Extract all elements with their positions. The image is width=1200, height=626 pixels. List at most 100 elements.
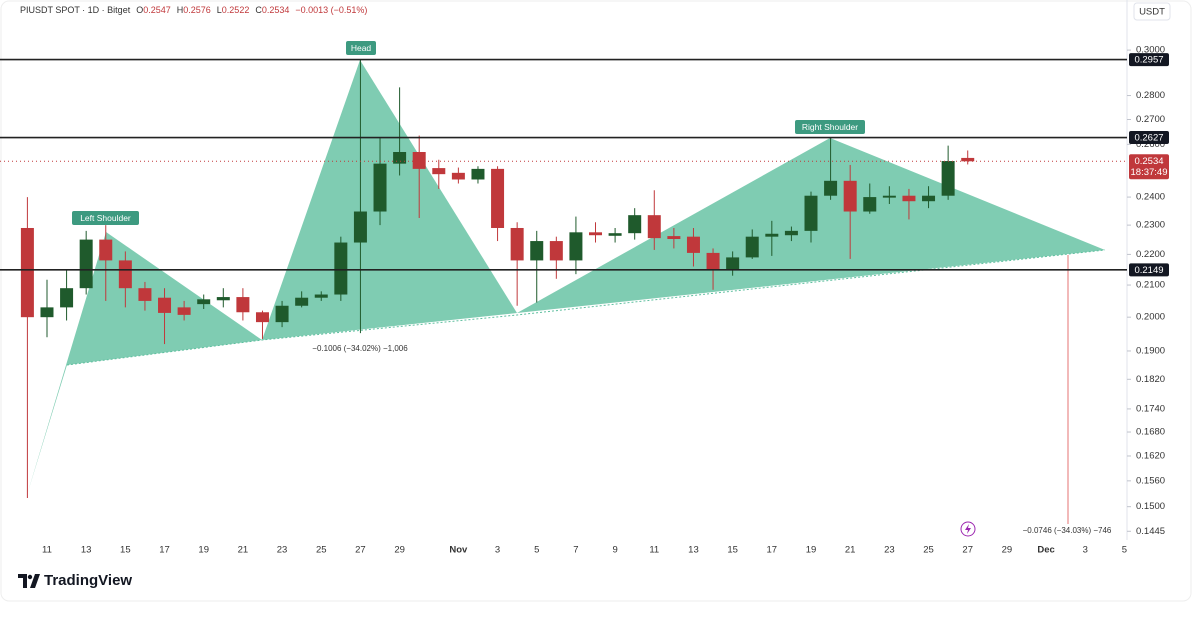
x-tick-label: 27 bbox=[962, 545, 973, 556]
label-box bbox=[72, 211, 139, 225]
candle-body bbox=[843, 180, 857, 212]
level-label: 0.2627 bbox=[1134, 133, 1163, 144]
y-tick-label: 0.1560 bbox=[1136, 475, 1165, 486]
level-label-box bbox=[1129, 53, 1169, 67]
ohlc: O0.2547 bbox=[136, 5, 171, 15]
candle-body bbox=[961, 157, 975, 162]
y-tick-label: 0.2000 bbox=[1136, 312, 1165, 323]
x-tick-label: 17 bbox=[767, 545, 778, 556]
candle-body bbox=[295, 297, 309, 306]
candle-body bbox=[510, 227, 524, 261]
ohlc-key: L bbox=[216, 5, 222, 15]
level-label-box bbox=[1129, 263, 1169, 277]
countdown: 18:37:49 bbox=[1131, 167, 1168, 178]
y-tick-label: 0.2400 bbox=[1136, 192, 1165, 203]
candle-body bbox=[138, 288, 152, 301]
candle-body bbox=[804, 195, 818, 231]
candle-body bbox=[667, 236, 681, 240]
candle-body bbox=[882, 195, 896, 198]
logo-dot bbox=[27, 574, 33, 579]
x-tick-label: 29 bbox=[394, 545, 405, 556]
y-tick-label: 0.2700 bbox=[1136, 114, 1165, 125]
candle-body bbox=[530, 241, 544, 261]
x-tick-label: 19 bbox=[198, 545, 209, 556]
last-price-label: 0.2534 bbox=[1134, 156, 1163, 167]
level-label-box bbox=[1129, 131, 1169, 145]
x-tick-label: 5 bbox=[534, 545, 539, 556]
candle-body bbox=[255, 312, 269, 323]
x-tick-label: 5 bbox=[1122, 545, 1127, 556]
candle-body bbox=[902, 195, 916, 202]
label-box bbox=[795, 120, 865, 134]
candles bbox=[20, 59, 975, 498]
y-tick-label: 0.3000 bbox=[1136, 45, 1165, 56]
candle-body bbox=[922, 195, 936, 202]
y-tick-label: 0.1680 bbox=[1136, 427, 1165, 438]
measurement: −0.0746 (−34.03%) −746 bbox=[1023, 526, 1112, 535]
candle-body bbox=[549, 241, 563, 261]
x-tick-label: 15 bbox=[727, 545, 738, 556]
candle-body bbox=[197, 299, 211, 305]
ohlc-value: 0.2547 bbox=[143, 5, 171, 15]
candle-body bbox=[589, 232, 603, 236]
annotation: Right Shoulder bbox=[802, 122, 858, 132]
ohlc-value: 0.2576 bbox=[183, 5, 211, 15]
candle-body bbox=[941, 161, 955, 196]
candle-body bbox=[432, 168, 446, 175]
currency-box[interactable] bbox=[1133, 2, 1171, 21]
candle-body bbox=[628, 215, 642, 234]
candle-body bbox=[118, 260, 132, 289]
candle-body bbox=[60, 288, 74, 308]
candle-body bbox=[863, 197, 877, 212]
ohlc-value: 0.2534 bbox=[261, 5, 290, 15]
y-tick-label: 0.1620 bbox=[1136, 450, 1165, 461]
candle-body bbox=[40, 307, 54, 318]
x-tick-label: 21 bbox=[845, 545, 856, 556]
candle-body bbox=[412, 152, 426, 169]
candle-body bbox=[686, 236, 700, 253]
candle-body bbox=[216, 297, 230, 301]
candle-body bbox=[647, 215, 661, 239]
x-tick-label: 13 bbox=[81, 545, 92, 556]
x-tick-label: 23 bbox=[884, 545, 895, 556]
y-tick-label: 0.1740 bbox=[1136, 403, 1165, 414]
currency: USDT bbox=[1139, 7, 1165, 18]
x-tick-label: 29 bbox=[1002, 545, 1013, 556]
candle-body bbox=[20, 227, 34, 318]
candle-body bbox=[236, 297, 250, 313]
event-icon-bolt bbox=[965, 524, 971, 534]
annotation: Left Shoulder bbox=[80, 213, 131, 223]
candle-body bbox=[275, 305, 289, 323]
ohlc-value: 0.2522 bbox=[221, 5, 250, 15]
footer: TradingView bbox=[18, 572, 132, 589]
candle-body bbox=[569, 232, 583, 261]
x-tick-label: 3 bbox=[495, 545, 500, 556]
candle-body bbox=[177, 307, 191, 315]
level-label: 0.2149 bbox=[1134, 265, 1163, 276]
candle-body bbox=[491, 168, 505, 228]
x-tick-label: 13 bbox=[688, 545, 699, 556]
ohlc: C0.2534 bbox=[255, 5, 289, 15]
logo bbox=[18, 573, 40, 588]
level-label: 0.2957 bbox=[1134, 55, 1163, 66]
x-tick-label: 7 bbox=[573, 545, 578, 556]
candle-body bbox=[393, 152, 407, 164]
candle-body bbox=[765, 233, 779, 237]
change: −0.0013 (−0.51%) bbox=[295, 5, 368, 15]
candle-body bbox=[608, 233, 622, 236]
y-tick-label: 0.2100 bbox=[1136, 280, 1165, 291]
candle-body bbox=[353, 211, 367, 243]
candle-body bbox=[745, 236, 759, 258]
ohlc: L0.2522 bbox=[217, 5, 250, 15]
candle-body bbox=[158, 297, 172, 313]
candle-body bbox=[451, 172, 465, 180]
candle-body bbox=[99, 239, 113, 261]
candle-body bbox=[79, 239, 93, 289]
candle-body bbox=[726, 257, 740, 270]
x-tick-label: 25 bbox=[923, 545, 934, 556]
header: PIUSDT SPOT · 1D · Bitget O0.2547 H0.257… bbox=[20, 5, 367, 15]
x-tick-label: Dec bbox=[1037, 545, 1054, 556]
x-tick-label: 19 bbox=[806, 545, 817, 556]
